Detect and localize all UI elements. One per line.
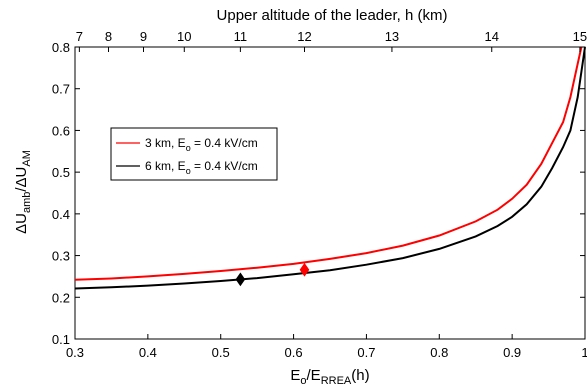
- plot-area-border: [74, 46, 586, 340]
- top-tick-label: 11: [234, 29, 248, 44]
- top-tick-label: 8: [105, 29, 112, 44]
- series-layer: [74, 46, 586, 290]
- y-tick-label: 0.2: [52, 290, 70, 305]
- x-axis-title: Eo/ERREA(h): [290, 367, 369, 385]
- x-tick-label: 0.8: [430, 345, 448, 360]
- legend-entry-6km: 6 km, Eo = 0.4 kV/cm: [145, 159, 258, 176]
- plot-frame: [74, 46, 586, 340]
- y-tick-label: 0.8: [52, 40, 70, 55]
- y-tick-label: 0.3: [52, 249, 70, 264]
- legend: 3 km, Eo = 0.4 kV/cm 6 km, Eo = 0.4 kV/c…: [110, 127, 278, 181]
- left-axis: 0.1 0.2 0.3 0.4 0.5 0.6 0.7 0.8: [52, 40, 585, 347]
- legend-box: [110, 127, 278, 181]
- y-tick-label: 0.6: [52, 123, 70, 138]
- y-tick-label: 0.1: [52, 332, 70, 347]
- top-axis-title: Upper altitude of the leader, h (km): [217, 7, 448, 24]
- x-tick-label: 0.7: [357, 345, 375, 360]
- series-line-2: [74, 46, 586, 290]
- top-axis: 7 8 9 10 11 12 13 14 15: [76, 29, 587, 52]
- top-tick-label: 9: [140, 29, 147, 44]
- x-tick-label: 1: [581, 345, 587, 360]
- marker-layer: [235, 262, 310, 287]
- x-tick-label: 0.5: [212, 345, 230, 360]
- top-tick-label: 15: [573, 29, 587, 44]
- y-tick-label: 0.5: [52, 165, 70, 180]
- top-tick-label: 12: [297, 29, 311, 44]
- bottom-axis: 0.3 0.4 0.5 0.6 0.7 0.8 0.9 1: [66, 334, 587, 360]
- top-tick-label: 10: [177, 29, 191, 44]
- top-tick-label: 7: [76, 29, 83, 44]
- x-tick-label: 0.3: [66, 345, 84, 360]
- series-line-1: [74, 46, 583, 281]
- top-tick-label: 14: [485, 29, 499, 44]
- series-marker-2: [235, 272, 246, 287]
- legend-entry-3km: 3 km, Eo = 0.4 kV/cm: [145, 136, 258, 153]
- y-tick-label: 0.4: [52, 207, 70, 222]
- y-axis-title: ΔUamb/ΔUAM: [13, 150, 33, 234]
- series-marker-1: [299, 262, 310, 277]
- top-tick-label: 13: [385, 29, 399, 44]
- x-tick-label: 0.4: [139, 345, 157, 360]
- x-tick-label: 0.6: [285, 345, 303, 360]
- y-tick-label: 0.7: [52, 82, 70, 97]
- x-tick-label: 0.9: [503, 345, 521, 360]
